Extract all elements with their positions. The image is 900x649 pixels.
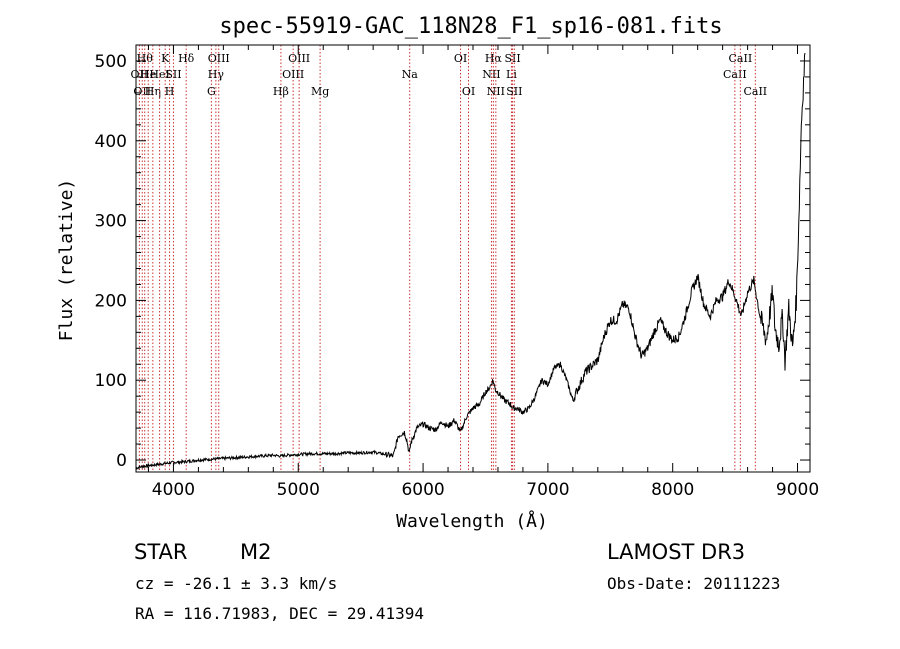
x-tick-label: 9000 xyxy=(776,480,819,500)
y-tick-label: 400 xyxy=(95,132,127,152)
spectral-line-label: OII xyxy=(133,85,151,98)
spectral-line-label: SII xyxy=(504,52,520,65)
observation-date: Obs-Date: 20111223 xyxy=(607,574,781,593)
spectral-line-label: HeI xyxy=(149,68,169,81)
y-tick-label: 500 xyxy=(95,52,127,72)
x-tick-label: 7000 xyxy=(526,480,569,500)
spectral-line-label: SII xyxy=(506,85,522,98)
subclass: M2 xyxy=(240,540,272,564)
spectral-line-label: OII xyxy=(131,68,149,81)
spectral-line-label: K xyxy=(161,52,170,65)
x-tick-label: 4000 xyxy=(152,480,195,500)
spectral-line-label: OIII xyxy=(208,52,230,65)
spectral-line-label: Hδ xyxy=(178,52,195,65)
y-tick-label: 300 xyxy=(95,212,127,232)
y-tick-label: 0 xyxy=(116,451,127,471)
x-tick-label: 6000 xyxy=(401,480,444,500)
survey-name: LAMOST DR3 xyxy=(607,540,746,564)
axis-ticks: 4000 5000 6000 7000 8000 9000 0 100 200 300 400 500 xyxy=(95,45,819,500)
y-tick-label: 100 xyxy=(95,371,127,391)
x-tick-label: 8000 xyxy=(651,480,694,500)
spectral-line-label: G xyxy=(207,85,216,98)
spectrum-line xyxy=(136,52,806,471)
spectral-line-label: NII xyxy=(482,68,500,81)
chart-title: spec-55919-GAC_118N28_F1_sp16-081.fits xyxy=(219,14,722,39)
spectral-line-label: He xyxy=(140,68,156,81)
spectral-line-label: Hθ xyxy=(137,52,154,65)
spectral-line-label: CaII xyxy=(723,68,747,81)
spectral-line-markers: OII OII Hθ He Hη HeI K H SII Hδ G Hγ OIII Hβ OIII OIII M… xyxy=(131,45,767,472)
spectral-line-label: SII xyxy=(165,68,181,81)
spectral-line-label: Na xyxy=(402,68,419,81)
redshift-cz: cz = -26.1 ± 3.3 km/s xyxy=(135,574,338,593)
spectral-line-label: NII xyxy=(487,85,505,98)
spectral-line-label: Mg xyxy=(311,85,329,98)
x-axis-label: Wavelength (Å) xyxy=(396,510,548,532)
spectral-line-label: Hα xyxy=(485,52,503,65)
spectral-line-label: OIII xyxy=(282,68,304,81)
spectral-line-label: H xyxy=(165,85,175,98)
spectral-line-label: CaII xyxy=(729,52,753,65)
spectral-line-label: OI xyxy=(454,52,467,65)
coordinates: RA = 116.71983, DEC = 29.41394 xyxy=(135,604,424,623)
object-class: STAR xyxy=(134,540,188,564)
spectral-line-label: Hβ xyxy=(273,85,289,98)
spectrum-layer xyxy=(136,52,806,471)
spectral-line-label: Hη xyxy=(145,85,161,98)
spectral-line-label: CaII xyxy=(743,85,767,98)
spectral-line-label: Li xyxy=(506,68,517,81)
spectral-line-label: OI xyxy=(462,85,475,98)
spectral-line-label: Hγ xyxy=(208,68,225,81)
x-tick-label: 5000 xyxy=(277,480,320,500)
y-tick-label: 200 xyxy=(95,291,127,311)
y-axis-label: Flux (relative) xyxy=(56,179,77,342)
spectral-line-label: OIII xyxy=(288,52,310,65)
